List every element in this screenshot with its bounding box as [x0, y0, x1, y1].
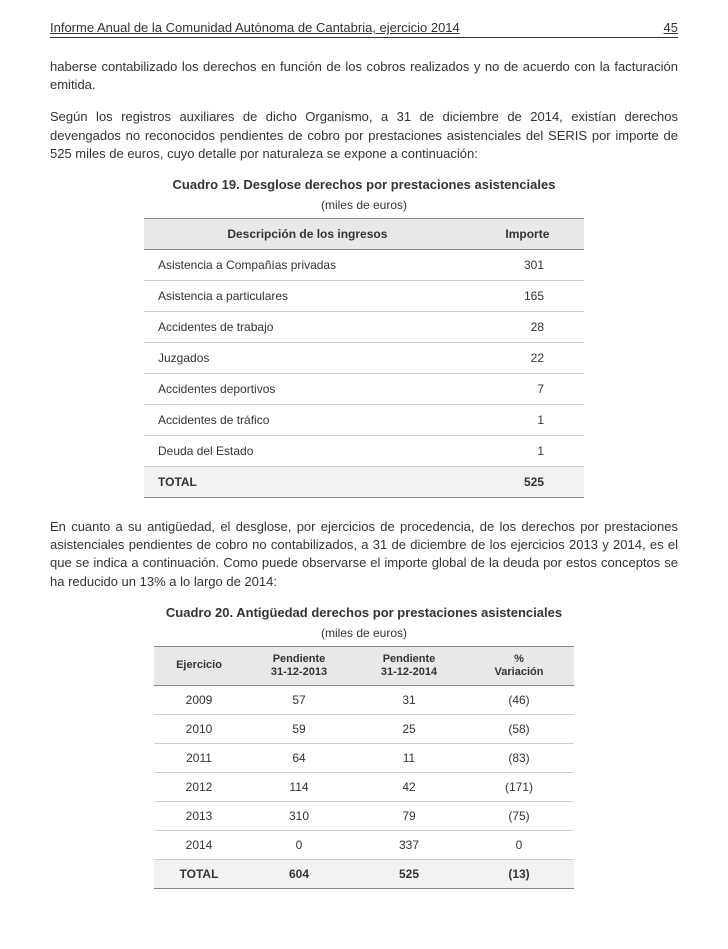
cell-desc: Deuda del Estado — [144, 435, 471, 466]
cell-var: (83) — [464, 744, 574, 773]
document-page: Informe Anual de la Comunidad Autónoma d… — [0, 0, 728, 949]
cell-p2014: 79 — [354, 802, 464, 831]
t2-header-variacion: % Variación — [464, 646, 574, 685]
cell-value: 7 — [471, 373, 584, 404]
table1-title: Cuadro 19. Desglose derechos por prestac… — [50, 177, 678, 192]
cell-year: 2009 — [154, 686, 244, 715]
table-row: Asistencia a particulares165 — [144, 280, 584, 311]
t2-header-pendiente-2014: Pendiente 31-12-2014 — [354, 646, 464, 685]
table-row: 20105925(58) — [154, 715, 574, 744]
table2-subtitle: (miles de euros) — [50, 626, 678, 640]
t1-header-importe: Importe — [471, 218, 584, 249]
table-row: Accidentes deportivos7 — [144, 373, 584, 404]
cell-p2014: 337 — [354, 831, 464, 860]
cell-value: 165 — [471, 280, 584, 311]
cell-desc: Asistencia a Compañías privadas — [144, 249, 471, 280]
cell-var: (58) — [464, 715, 574, 744]
page-header: Informe Anual de la Comunidad Autónoma d… — [50, 20, 678, 38]
cell-p2013: 59 — [244, 715, 354, 744]
cell-year: 2013 — [154, 802, 244, 831]
cell-p2014: 42 — [354, 773, 464, 802]
cell-desc: Juzgados — [144, 342, 471, 373]
cell-p2013: 310 — [244, 802, 354, 831]
cell-desc: Accidentes deportivos — [144, 373, 471, 404]
table-cuadro-20: Ejercicio Pendiente 31-12-2013 Pendiente… — [154, 646, 574, 889]
table-row: Juzgados22 — [144, 342, 584, 373]
cell-year: 2011 — [154, 744, 244, 773]
header-title: Informe Anual de la Comunidad Autónoma d… — [50, 20, 460, 35]
t2-header-ejercicio: Ejercicio — [154, 646, 244, 685]
cell-var: (46) — [464, 686, 574, 715]
t2-header-pendiente-2013: Pendiente 31-12-2013 — [244, 646, 354, 685]
cell-p2013: 114 — [244, 773, 354, 802]
table-row: 20116411(83) — [154, 744, 574, 773]
table-row-total: TOTAL 525 — [144, 466, 584, 497]
cell-var: (171) — [464, 773, 574, 802]
cell-value: 301 — [471, 249, 584, 280]
cell-value: 1 — [471, 404, 584, 435]
table-cuadro-19: Descripción de los ingresos Importe Asis… — [144, 218, 584, 498]
cell-value: 28 — [471, 311, 584, 342]
table-row: Accidentes de tráfico1 — [144, 404, 584, 435]
t1-total-label: TOTAL — [144, 466, 471, 497]
cell-value: 22 — [471, 342, 584, 373]
table-row: 201403370 — [154, 831, 574, 860]
paragraph-3: En cuanto a su antigüedad, el desglose, … — [50, 518, 678, 591]
table-row: Asistencia a Compañías privadas301 — [144, 249, 584, 280]
table-row: Deuda del Estado1 — [144, 435, 584, 466]
cell-var: 0 — [464, 831, 574, 860]
cell-var: (75) — [464, 802, 574, 831]
cell-p2014: 25 — [354, 715, 464, 744]
cell-year: 2012 — [154, 773, 244, 802]
table-row-total: TOTAL 604 525 (13) — [154, 860, 574, 889]
table-row: 201331079(75) — [154, 802, 574, 831]
cell-desc: Accidentes de tráfico — [144, 404, 471, 435]
t2-total-var: (13) — [464, 860, 574, 889]
t1-header-desc: Descripción de los ingresos — [144, 218, 471, 249]
table-row: 201211442(171) — [154, 773, 574, 802]
table-row: Accidentes de trabajo28 — [144, 311, 584, 342]
paragraph-1: haberse contabilizado los derechos en fu… — [50, 58, 678, 94]
t2-total-2014: 525 — [354, 860, 464, 889]
cell-p2014: 31 — [354, 686, 464, 715]
t2-total-label: TOTAL — [154, 860, 244, 889]
cell-year: 2010 — [154, 715, 244, 744]
paragraph-2: Según los registros auxiliares de dicho … — [50, 108, 678, 163]
cell-p2014: 11 — [354, 744, 464, 773]
table2-title: Cuadro 20. Antigüedad derechos por prest… — [50, 605, 678, 620]
t1-total-value: 525 — [471, 466, 584, 497]
page-number: 45 — [664, 20, 678, 35]
cell-year: 2014 — [154, 831, 244, 860]
cell-desc: Accidentes de trabajo — [144, 311, 471, 342]
table-row: 20095731(46) — [154, 686, 574, 715]
cell-p2013: 64 — [244, 744, 354, 773]
cell-p2013: 0 — [244, 831, 354, 860]
cell-p2013: 57 — [244, 686, 354, 715]
cell-value: 1 — [471, 435, 584, 466]
cell-desc: Asistencia a particulares — [144, 280, 471, 311]
table1-subtitle: (miles de euros) — [50, 198, 678, 212]
t2-total-2013: 604 — [244, 860, 354, 889]
